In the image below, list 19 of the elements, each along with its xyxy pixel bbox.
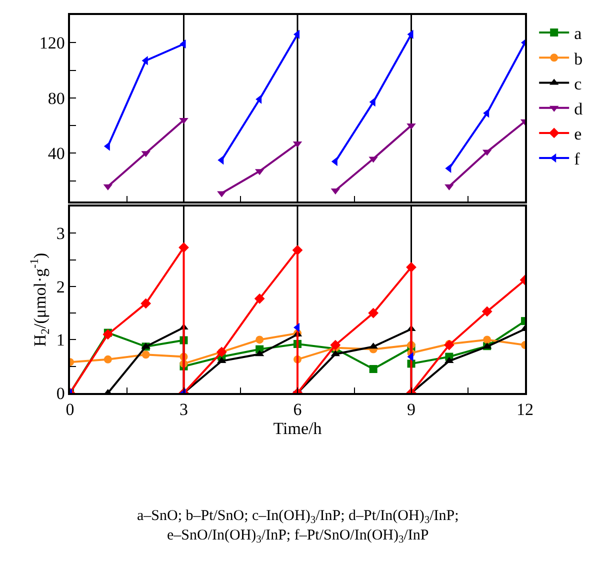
legend-label: c [574, 74, 582, 94]
legend-label: e [574, 124, 582, 144]
legend-label: d [574, 99, 584, 118]
x-tick-label: 6 [293, 400, 302, 420]
x-tick-label: 12 [516, 400, 534, 420]
y-tick-label: 0 [56, 384, 65, 403]
y-tick-label: 1 [56, 330, 65, 350]
y-tick-label: 3 [56, 224, 65, 244]
y-tick-label: 80 [48, 88, 65, 108]
x-tick-label: 9 [407, 400, 416, 420]
legend-label: f [574, 150, 580, 169]
legend-label: b [574, 49, 583, 68]
x-tick-label: 3 [180, 400, 188, 420]
y-tick-label: 40 [48, 144, 65, 164]
legend-label: a [574, 24, 582, 44]
x-axis-title: Time/h [273, 419, 322, 438]
y-tick-label: 120 [39, 34, 65, 53]
text: a–SnO; b–Pt/SnO; c–In(OH)$_{3}$/InP; d–Pt/In(OH)$_{3}$/InP; e–SnO/In(OH)$_{3}$/InP; f–Pt/SnO/In(OH)$_{3}$/InP [137, 508, 459, 546]
y-tick-label: 2 [56, 277, 65, 296]
